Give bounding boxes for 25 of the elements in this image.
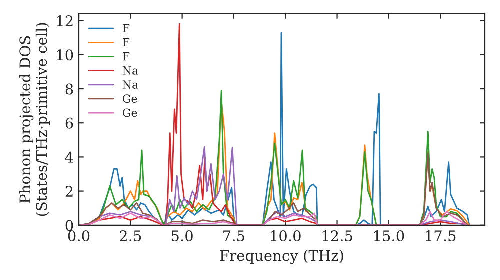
line-series xyxy=(79,211,468,226)
legend-label: Ge xyxy=(122,94,138,104)
x-tick-label: 0.0 xyxy=(68,230,90,242)
x-tick-label: 7.5 xyxy=(224,230,244,242)
y-axis-title: Phonon projected DOS (States/THz·primitive cell) xyxy=(19,23,50,216)
y-tick-label: 4 xyxy=(65,152,74,163)
y-tick-label: 0 xyxy=(66,220,74,232)
x-tick-label: 2.5 xyxy=(120,230,142,242)
y-tick-label: 12 xyxy=(57,16,73,26)
y-tick-label: 8 xyxy=(66,84,74,95)
y-tick-label: 6 xyxy=(66,118,74,129)
legend-label: Na xyxy=(122,66,138,75)
legend-label: Na xyxy=(122,80,138,89)
x-tick-label: 5.0 xyxy=(172,230,193,242)
y-tick-label: 2 xyxy=(66,186,73,197)
x-axis-title: Frequency (THz) xyxy=(220,250,344,264)
x-tick-label: 15.0 xyxy=(374,230,404,242)
legend-label: F xyxy=(122,52,130,61)
legend-label: F xyxy=(122,24,130,32)
legend-label: Ge xyxy=(122,108,138,118)
legend-label: F xyxy=(122,38,130,47)
x-tick-label: 12.5 xyxy=(322,230,352,242)
y-tick-label: 10 xyxy=(57,50,74,61)
x-tick-label: 17.5 xyxy=(426,230,456,242)
x-tick-label: 10.0 xyxy=(271,230,301,242)
